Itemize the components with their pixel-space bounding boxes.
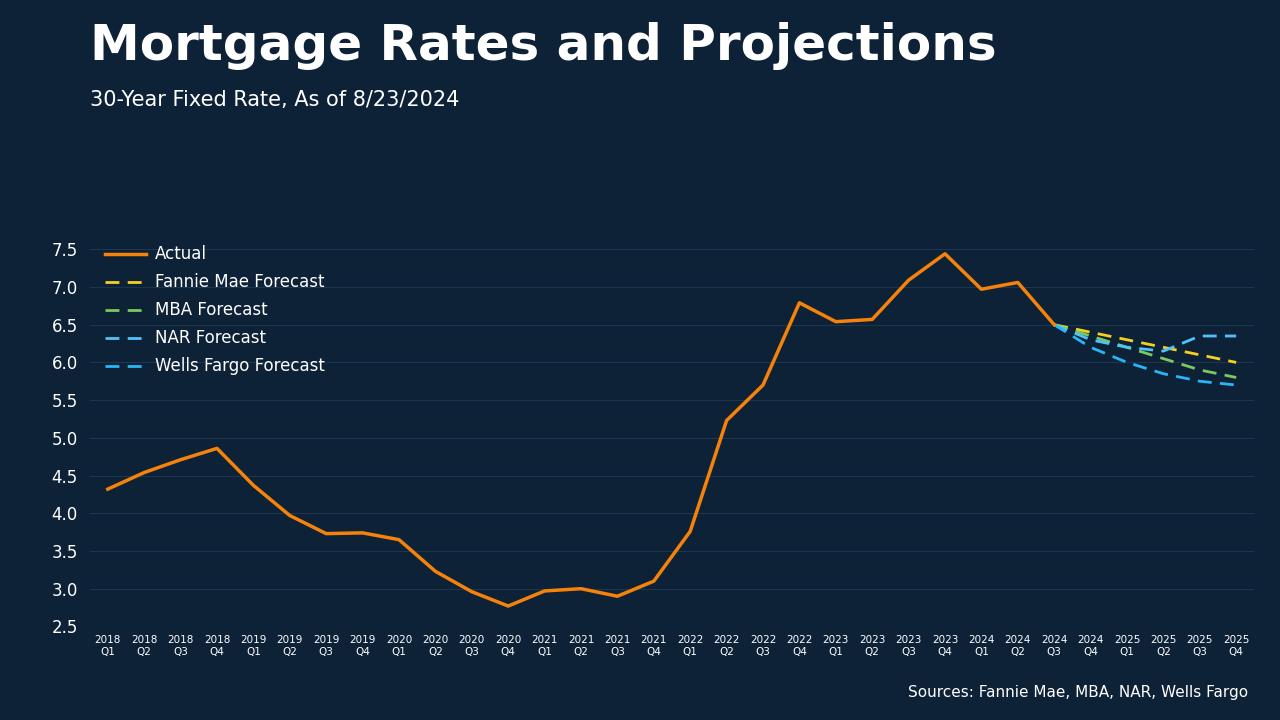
Text: Mortgage Rates and Projections: Mortgage Rates and Projections: [90, 22, 996, 70]
Text: Sources: Fannie Mae, MBA, NAR, Wells Fargo: Sources: Fannie Mae, MBA, NAR, Wells Far…: [908, 685, 1248, 701]
Legend: Actual, Fannie Mae Forecast, MBA Forecast, NAR Forecast, Wells Fargo Forecast: Actual, Fannie Mae Forecast, MBA Forecas…: [99, 239, 332, 382]
Text: 30-Year Fixed Rate, As of 8/23/2024: 30-Year Fixed Rate, As of 8/23/2024: [90, 90, 460, 110]
